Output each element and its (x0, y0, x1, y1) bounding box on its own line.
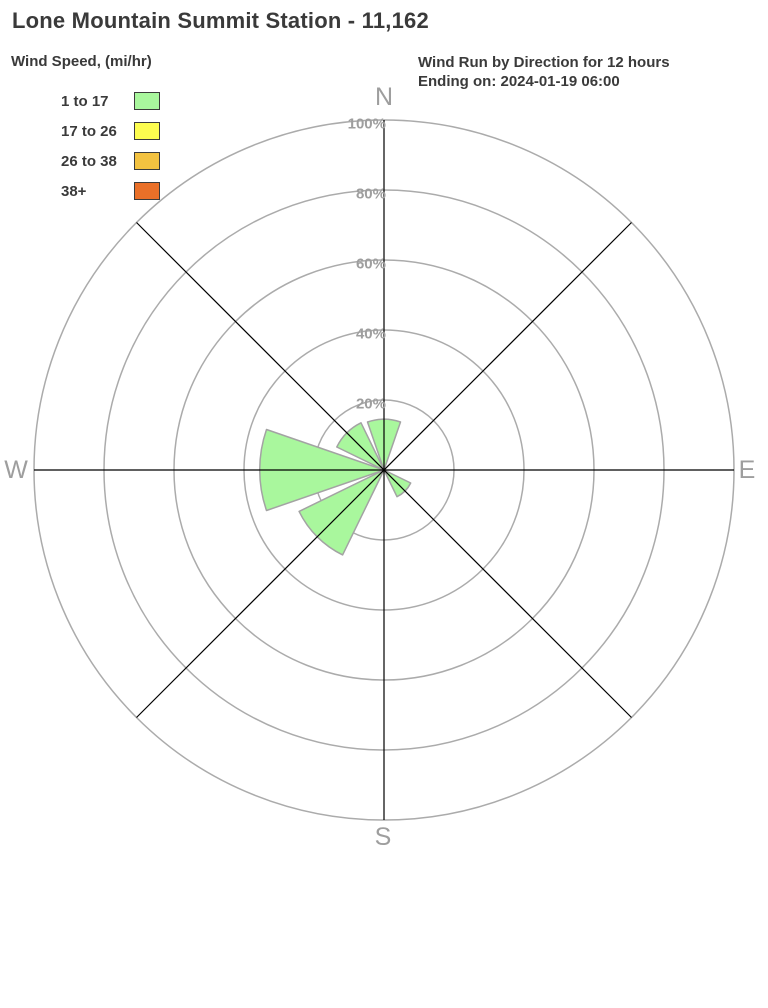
compass-label-w: W (4, 456, 28, 484)
legend-color-swatch (134, 92, 160, 110)
legend-item: 38+ (61, 176, 241, 206)
ring-label-80: 80% (356, 186, 386, 203)
ring-label-20: 20% (356, 396, 386, 413)
wind-speed-legend: 1 to 17 17 to 26 26 to 38 38+ (61, 86, 241, 206)
legend-color-swatch (134, 152, 160, 170)
legend-item-label: 1 to 17 (61, 92, 109, 110)
legend-color-swatch (134, 182, 160, 200)
compass-label-e: E (739, 456, 756, 484)
wind-run-header-line2: Ending on: 2024-01-19 06:00 (418, 73, 620, 90)
ring-label-40: 40% (356, 326, 386, 343)
page-title: Lone Mountain Summit Station - 11,162 (12, 8, 429, 33)
legend-color-swatch (134, 122, 160, 140)
legend-item-label: 38+ (61, 182, 87, 200)
legend-item: 17 to 26 (61, 116, 241, 146)
ring-label-100: 100% (348, 116, 386, 133)
legend-item: 26 to 38 (61, 146, 241, 176)
ring-label-60: 60% (356, 256, 386, 273)
legend-item-label: 26 to 38 (61, 152, 117, 170)
compass-label-n: N (375, 83, 393, 111)
legend-item: 1 to 17 (61, 86, 241, 116)
compass-label-s: S (375, 823, 392, 851)
legend-title: Wind Speed, (mi/hr) (11, 53, 152, 70)
wind-run-header-line1: Wind Run by Direction for 12 hours (418, 54, 670, 71)
wind-run-header: Wind Run by Direction for 12 hours Endin… (418, 53, 670, 91)
legend-item-label: 17 to 26 (61, 122, 117, 140)
diagonal-sw-ne (136, 222, 632, 718)
